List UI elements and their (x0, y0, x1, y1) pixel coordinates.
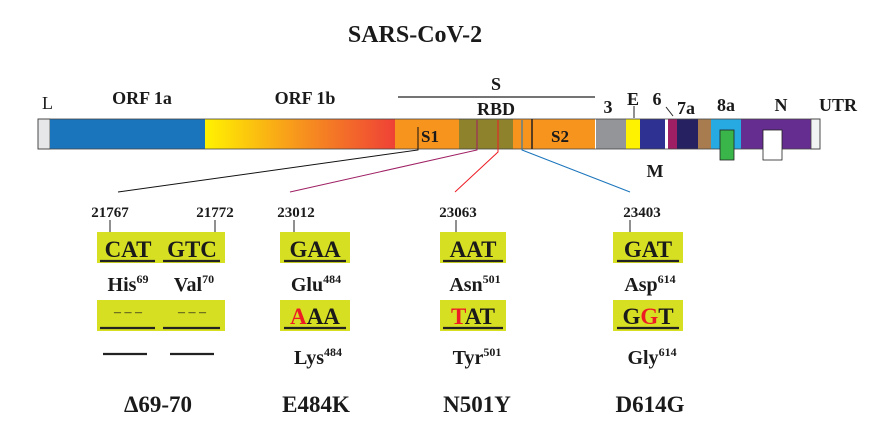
label-m: M (647, 161, 664, 181)
aa-asp614: Asp614 (624, 272, 675, 296)
codon-ggt: GGT (622, 304, 673, 329)
aa-gly614: Gly614 (627, 345, 676, 369)
codon-highlights (97, 232, 683, 331)
aa-tyr501: Tyr501 (453, 345, 502, 369)
connector-e484k (289, 120, 478, 193)
label-orf6: 6 (653, 89, 662, 109)
aa-his69: His69 (108, 272, 149, 296)
orf7a-pointer (665, 106, 674, 117)
label-utr: UTR (819, 95, 858, 115)
deleted-codon-1: – – – (113, 305, 143, 320)
connector-n501y (454, 120, 499, 193)
codon-aaa: AAA (290, 304, 340, 329)
label-l: L (42, 93, 53, 113)
codon-cat: CAT (105, 237, 152, 262)
label-e: E (627, 89, 639, 109)
position-21767: 21767 (91, 205, 129, 221)
label-orf1a: ORF 1a (112, 88, 172, 108)
aa-asn501: Asn501 (449, 272, 500, 296)
connector-d614g (521, 120, 631, 193)
mutation-label-n501y: N501Y (443, 392, 511, 417)
codon-gaa: GAA (289, 237, 341, 262)
codon-gat: GAT (624, 237, 672, 262)
connector-del69-70 (117, 127, 419, 193)
label-n: N (775, 95, 788, 115)
position-23012: 23012 (277, 205, 315, 221)
label-orf8a: 8a (717, 95, 735, 115)
position-21772: 21772 (196, 205, 234, 221)
aa-val70: Val70 (174, 272, 214, 296)
label-orf3: 3 (604, 97, 613, 117)
genome-bar (37, 118, 821, 161)
position-23403: 23403 (623, 205, 661, 221)
mutation-label-d614g: D614G (616, 392, 685, 417)
codon-tat: TAT (451, 304, 495, 329)
codon-gtc: GTC (167, 237, 217, 262)
aa-glu484: Glu484 (291, 272, 341, 296)
label-s1: S1 (421, 127, 439, 146)
label-orf7a: 7a (677, 98, 695, 118)
aa-lys484: Lys484 (294, 345, 342, 369)
mutation-label-del69-70: Δ69-70 (124, 392, 192, 417)
label-s2: S2 (551, 127, 569, 146)
diagram-title: SARS-CoV-2 (348, 22, 482, 48)
deleted-codon-2: – – – (177, 305, 207, 320)
codon-aat: AAT (450, 237, 497, 262)
label-s: S (491, 74, 501, 94)
label-rbd: RBD (477, 99, 515, 119)
mutation-label-e484k: E484K (282, 392, 350, 417)
label-orf1b: ORF 1b (275, 88, 336, 108)
position-23063: 23063 (439, 205, 477, 221)
